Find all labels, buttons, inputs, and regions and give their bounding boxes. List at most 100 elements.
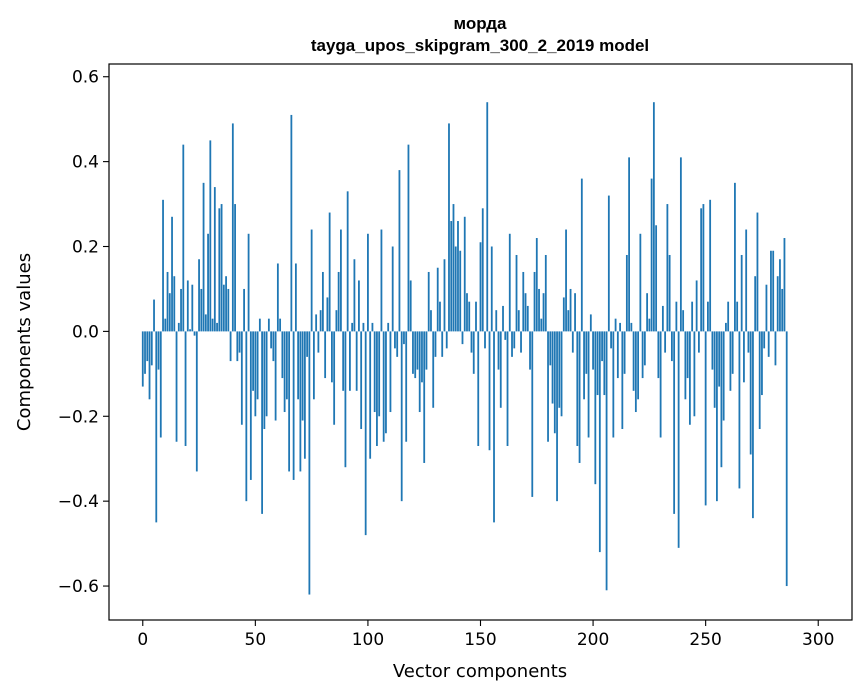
bar	[285, 331, 288, 400]
bar	[294, 263, 297, 332]
bar	[189, 329, 191, 332]
bar	[495, 310, 498, 332]
bar	[317, 331, 320, 353]
bar	[234, 204, 236, 332]
bar	[747, 331, 750, 353]
bar	[630, 322, 633, 332]
bar	[490, 246, 493, 332]
bar	[373, 331, 376, 413]
bar	[729, 331, 732, 391]
bar	[470, 331, 473, 353]
bar	[416, 331, 419, 370]
bar	[436, 267, 439, 332]
bar	[562, 297, 565, 332]
bar	[756, 212, 759, 332]
bar	[716, 331, 718, 502]
bar	[299, 331, 302, 472]
bar	[648, 318, 651, 332]
bar	[625, 254, 628, 332]
bar	[540, 318, 543, 332]
bar	[222, 284, 225, 332]
bar	[679, 157, 682, 332]
bar	[229, 331, 232, 362]
bar	[720, 331, 723, 468]
bar	[162, 199, 164, 332]
bar	[297, 331, 300, 400]
bar	[263, 331, 266, 430]
bar	[153, 299, 155, 332]
bar	[479, 242, 482, 332]
bar	[364, 331, 367, 536]
bar	[578, 331, 581, 463]
bar	[614, 318, 617, 332]
bar	[369, 331, 372, 459]
bar	[668, 254, 671, 332]
bar	[688, 331, 691, 425]
bar	[308, 331, 311, 595]
bar	[380, 229, 383, 332]
bar	[538, 288, 540, 332]
bar	[524, 293, 527, 332]
bar	[659, 331, 662, 438]
bar	[195, 331, 198, 472]
bar	[344, 331, 347, 468]
bar	[256, 331, 259, 400]
bar	[684, 331, 687, 400]
bar	[238, 331, 241, 353]
bar	[177, 322, 180, 332]
bar	[276, 263, 279, 332]
bar	[544, 254, 547, 332]
bar	[141, 331, 144, 387]
bar	[612, 331, 615, 438]
bar	[403, 331, 405, 345]
bar	[677, 331, 680, 548]
bar	[159, 331, 162, 438]
bar	[702, 204, 705, 332]
bar	[315, 314, 318, 332]
bar	[643, 331, 646, 366]
bar	[240, 331, 243, 425]
bar	[448, 123, 450, 332]
bar	[673, 331, 676, 514]
bar	[556, 331, 558, 502]
bar	[211, 318, 214, 332]
bar	[292, 331, 295, 480]
bar	[765, 284, 768, 332]
bar	[342, 331, 345, 391]
bar	[252, 331, 254, 391]
bar	[686, 331, 689, 379]
bar	[243, 288, 245, 332]
bar	[580, 178, 583, 332]
bar	[475, 301, 477, 332]
bar	[394, 331, 396, 349]
bar	[785, 331, 788, 587]
bar	[661, 305, 664, 332]
bar	[607, 195, 610, 332]
bar	[574, 293, 576, 332]
bar	[279, 318, 282, 332]
bar	[763, 331, 766, 349]
y-tick-label: −0.2	[58, 407, 99, 427]
bar	[184, 331, 187, 446]
bar	[601, 331, 603, 362]
x-tick-label: 200	[577, 630, 609, 650]
chart-title-line2: tayga_upos_skipgram_300_2_2019 model	[311, 36, 649, 55]
bar	[171, 216, 173, 332]
bar	[522, 271, 525, 332]
bar	[227, 288, 230, 332]
bar	[423, 331, 426, 463]
bar	[301, 331, 304, 421]
bar	[628, 157, 630, 332]
bar	[655, 225, 658, 332]
bar	[360, 331, 363, 430]
bar	[693, 331, 696, 417]
bar	[272, 331, 275, 362]
bar	[439, 301, 441, 332]
bar	[166, 271, 169, 332]
bar	[333, 331, 336, 425]
bar	[164, 318, 167, 332]
y-tick-label: 0.0	[72, 322, 99, 342]
bar	[576, 331, 579, 446]
bar	[616, 331, 619, 379]
